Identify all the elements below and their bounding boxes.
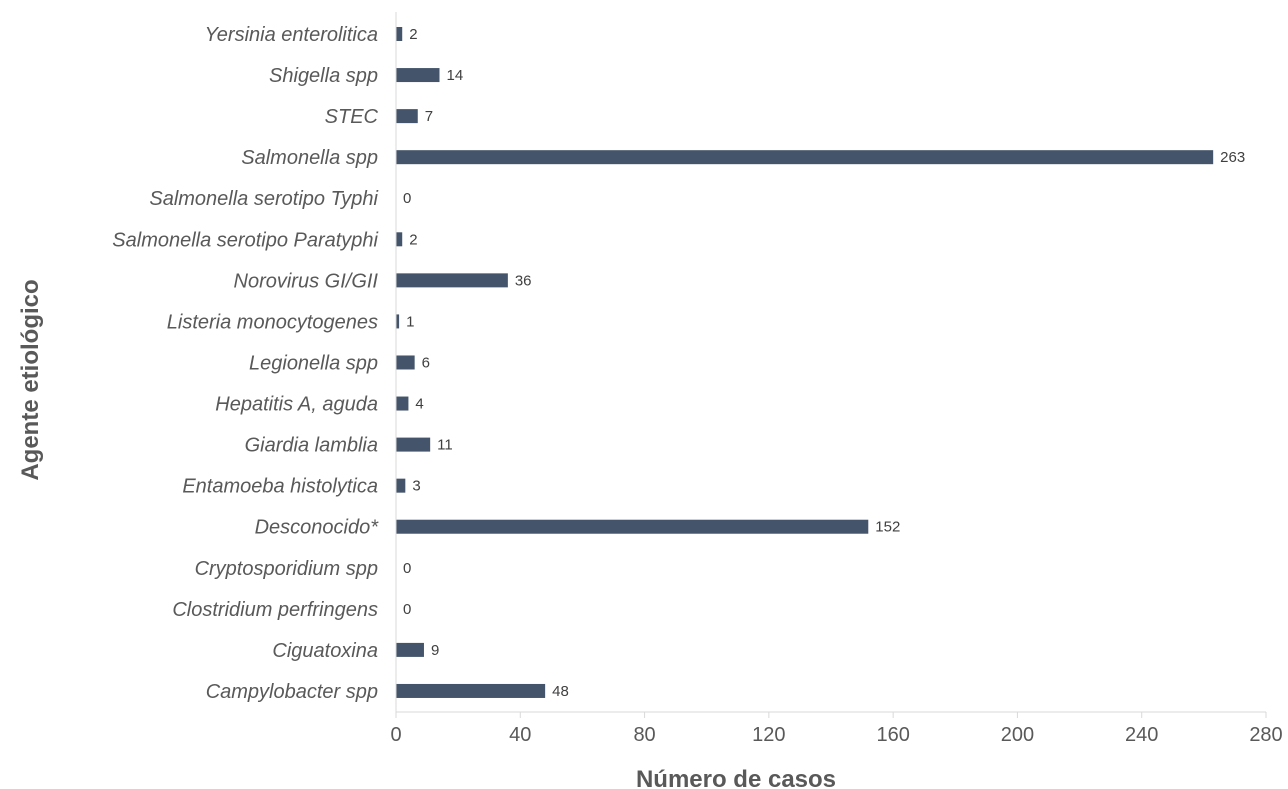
x-tick-label: 40 <box>509 724 531 746</box>
value-labels: 2 14 7 263 0 2 36 1 6 4 11 3 152 0 0 9 48 <box>403 26 1245 700</box>
x-tick-label: 200 <box>1001 724 1034 746</box>
bar <box>396 396 409 411</box>
bar <box>396 232 403 247</box>
data-label: 0 <box>403 601 411 618</box>
data-label: 3 <box>412 478 420 495</box>
bar <box>396 150 1214 165</box>
bar <box>396 519 869 534</box>
data-label: 48 <box>552 683 569 700</box>
category-label: Cryptosporidium spp <box>195 558 378 580</box>
x-tick-label: 120 <box>752 724 785 746</box>
x-tick-label: 280 <box>1249 724 1282 746</box>
bar <box>396 27 403 41</box>
bars <box>396 27 1214 698</box>
x-axis-title: Número de casos <box>636 766 836 789</box>
bar <box>396 273 508 288</box>
y-axis-title: Agente etiológico <box>17 279 44 480</box>
category-label: Clostridium perfringens <box>172 599 378 621</box>
bar <box>396 314 400 329</box>
data-label: 0 <box>403 560 411 577</box>
bar <box>396 437 431 452</box>
bar <box>396 68 440 83</box>
axes: 0 40 80 120 160 200 240 280 <box>390 12 1283 746</box>
bar <box>396 642 424 657</box>
data-label: 4 <box>415 396 423 413</box>
bar <box>396 355 415 370</box>
category-label: Shigella spp <box>269 65 378 87</box>
category-label: Salmonella spp <box>241 147 378 169</box>
bar <box>396 683 546 698</box>
data-label: 1 <box>406 313 414 330</box>
data-label: 36 <box>515 272 532 289</box>
category-label: Norovirus GI/GII <box>234 270 379 292</box>
category-label: Giardia lamblia <box>245 435 378 457</box>
data-label: 14 <box>447 67 464 84</box>
data-label: 263 <box>1220 149 1245 166</box>
category-label: Legionella spp <box>249 352 378 374</box>
bar <box>396 109 418 124</box>
category-label: Yersinia enterolitica <box>205 24 378 46</box>
data-label: 2 <box>409 26 417 43</box>
data-label: 6 <box>422 354 430 371</box>
category-label: Salmonella serotipo Typhi <box>149 188 378 210</box>
x-tick-label: 0 <box>390 724 401 746</box>
x-tick-label: 240 <box>1125 724 1158 746</box>
category-label: Salmonella serotipo Paratyphi <box>112 229 378 251</box>
category-label: Campylobacter spp <box>206 681 378 703</box>
data-label: 152 <box>875 519 900 536</box>
category-label: Listeria monocytogenes <box>167 311 378 333</box>
category-label: STEC <box>325 106 379 128</box>
x-tick-label: 80 <box>633 724 655 746</box>
data-label: 0 <box>403 190 411 207</box>
category-label: Desconocido* <box>255 517 380 539</box>
data-label: 7 <box>425 108 433 125</box>
category-label: Hepatitis A, aguda <box>215 394 378 416</box>
x-tick-label: 160 <box>876 724 909 746</box>
category-label: Entamoeba histolytica <box>182 476 378 498</box>
data-label: 2 <box>409 231 417 248</box>
category-labels: Yersinia enterolitica Shigella spp STEC Sal… <box>112 24 379 703</box>
category-label: Ciguatoxina <box>272 640 378 662</box>
bar <box>396 478 406 493</box>
data-label: 9 <box>431 642 439 659</box>
data-label: 11 <box>437 437 453 454</box>
